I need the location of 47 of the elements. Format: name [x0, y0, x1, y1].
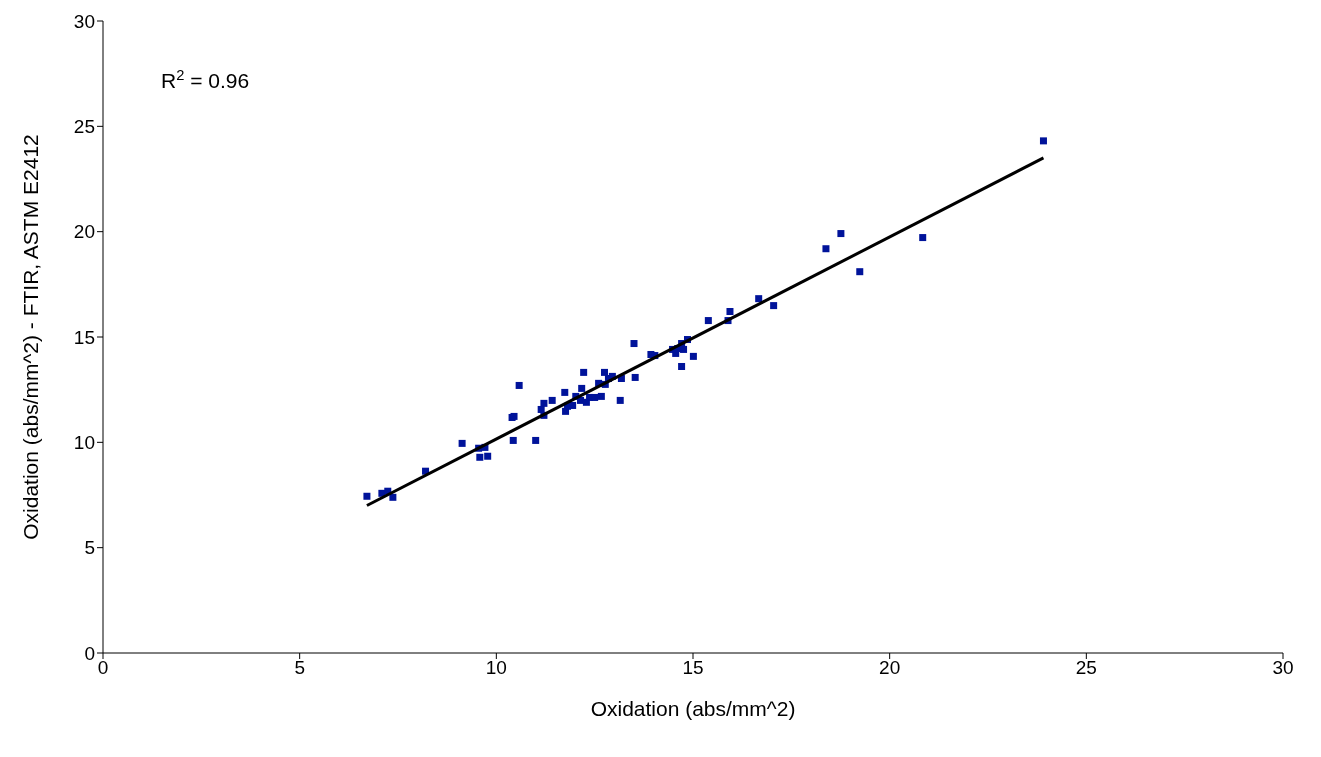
point: [678, 362, 686, 370]
point: [856, 268, 864, 276]
y-axis-title: Oxidation (abs/mm^2) - FTIR, ASTM E2412: [19, 134, 43, 540]
point: [837, 230, 845, 238]
point: [569, 401, 577, 409]
x-tick-label: 20: [879, 657, 901, 679]
point: [509, 436, 517, 444]
x-tick-label: 5: [294, 657, 305, 679]
x-axis-title: Oxidation (abs/mm^2): [590, 696, 796, 720]
point: [630, 340, 638, 348]
point: [363, 492, 371, 500]
point: [680, 345, 688, 353]
point: [601, 368, 608, 376]
point: [770, 302, 778, 310]
point: [484, 452, 492, 460]
y-tick-label: 0: [84, 642, 95, 664]
y-tick-label: 5: [84, 537, 95, 559]
point: [580, 368, 588, 376]
y-tick-label: 25: [73, 116, 95, 138]
point: [578, 384, 586, 392]
point: [755, 295, 763, 303]
point: [597, 392, 605, 400]
point: [532, 436, 540, 444]
annotation: R$^{2}$ = 0.96: [161, 67, 250, 92]
x-tick-label: 30: [1272, 657, 1294, 679]
y-tick-label: 20: [73, 221, 95, 243]
point: [704, 317, 712, 325]
point: [515, 381, 523, 389]
point: [540, 399, 548, 407]
point: [631, 373, 639, 381]
point: [548, 396, 556, 404]
point: [389, 493, 397, 501]
point: [616, 396, 624, 404]
point: [458, 439, 466, 447]
y-tick-label: 15: [73, 326, 95, 348]
x-tick-label: 25: [1075, 657, 1097, 679]
point: [476, 453, 484, 461]
point: [919, 234, 927, 242]
point: [561, 388, 569, 396]
point: [726, 308, 734, 316]
y-tick-label: 10: [73, 432, 95, 454]
y-tick-label: 30: [73, 10, 95, 32]
point: [689, 352, 697, 360]
x-tick-label: 15: [682, 657, 704, 679]
x-tick-label: 10: [485, 657, 507, 679]
point: [1039, 137, 1047, 145]
point: [822, 245, 830, 253]
